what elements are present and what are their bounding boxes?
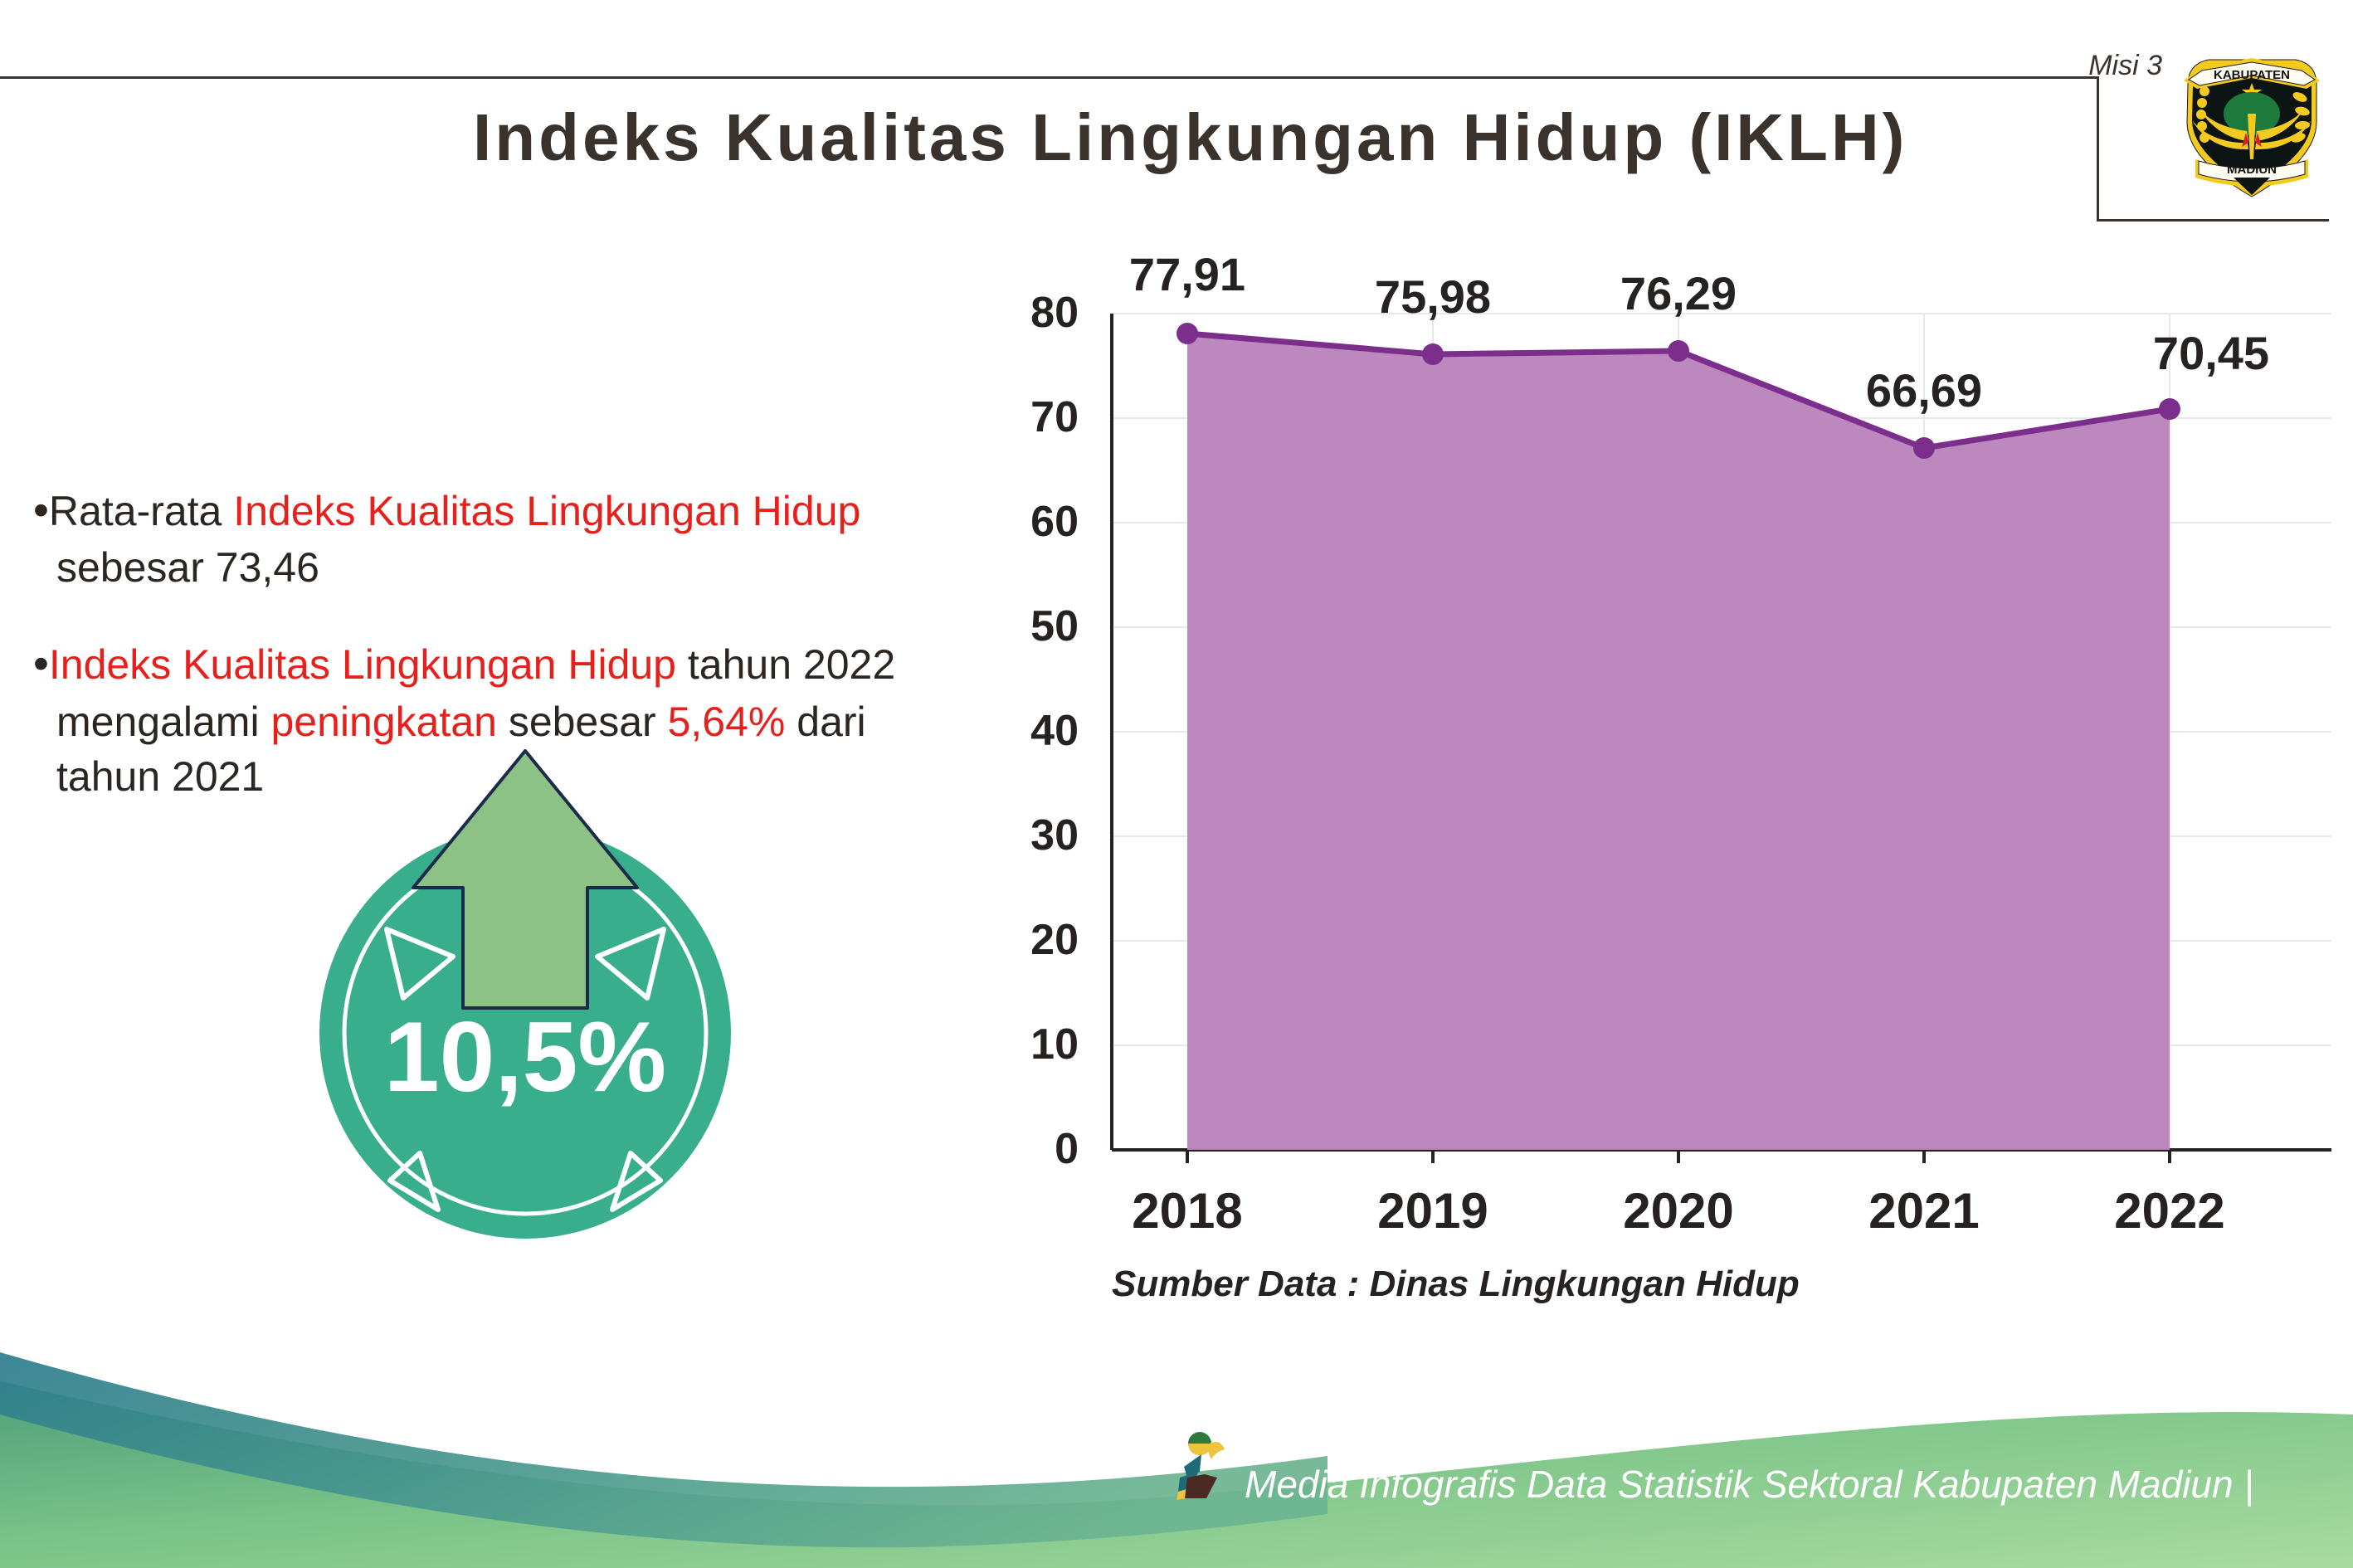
svg-text:76,29: 76,29	[1620, 267, 1737, 319]
svg-text:2019: 2019	[1377, 1183, 1488, 1239]
svg-text:20: 20	[1030, 916, 1079, 964]
svg-text:10: 10	[1030, 1020, 1079, 1069]
svg-text:75,98: 75,98	[1375, 270, 1491, 323]
svg-text:77,91: 77,91	[1129, 248, 1245, 300]
svg-text:2018: 2018	[1132, 1183, 1242, 1239]
svg-text:50: 50	[1030, 602, 1079, 650]
svg-text:0: 0	[1055, 1125, 1079, 1173]
svg-text:2020: 2020	[1623, 1183, 1733, 1239]
svg-text:2022: 2022	[2114, 1183, 2224, 1239]
svg-text:70: 70	[1030, 393, 1079, 441]
svg-text:Sumber Data : Dinas Lingkungan: Sumber Data : Dinas Lingkungan Hidup	[1112, 1264, 1800, 1304]
svg-text:2021: 2021	[1868, 1183, 1979, 1239]
svg-text:30: 30	[1030, 811, 1079, 859]
svg-text:80: 80	[1030, 289, 1079, 337]
svg-text:60: 60	[1030, 498, 1079, 546]
svg-text:70,45: 70,45	[2153, 327, 2269, 379]
svg-text:40: 40	[1030, 707, 1079, 755]
svg-text:66,69: 66,69	[1866, 364, 1982, 416]
